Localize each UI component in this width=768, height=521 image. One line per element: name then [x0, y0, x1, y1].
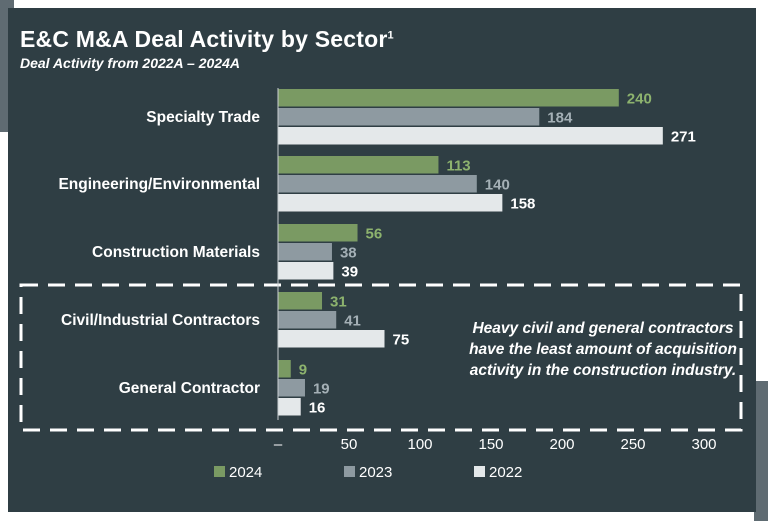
bar-2022-0: [278, 127, 663, 145]
legend-label-2024: 2024: [229, 464, 262, 481]
value-label-2023-2: 38: [340, 245, 357, 262]
value-label-2024-3: 31: [330, 294, 347, 311]
chart-title: E&C M&A Deal Activity by Sector1: [20, 26, 394, 52]
bar-2022-4: [278, 398, 301, 416]
value-label-2024-2: 56: [366, 226, 383, 243]
bar-2023-3: [278, 311, 337, 329]
bar-2022-2: [278, 262, 334, 280]
category-label: Civil/Industrial Contractors: [61, 312, 260, 329]
legend-label-2023: 2023: [359, 464, 392, 481]
x-tick-label: 200: [549, 436, 574, 453]
x-tick-label: 250: [620, 436, 645, 453]
bar-2024-4: [278, 360, 291, 378]
value-label-2022-2: 39: [341, 264, 358, 281]
bar-2023-0: [278, 108, 540, 126]
value-label-2022-0: 271: [671, 129, 696, 146]
highlight-box: [19, 283, 743, 432]
legend-label-2022: 2022: [489, 464, 522, 481]
annotation-callout: Heavy civil and general contractors have…: [469, 320, 737, 379]
title-footnote: 1: [387, 29, 394, 42]
value-label-2022-1: 158: [510, 196, 535, 213]
bar-2024-0: [278, 89, 619, 107]
bar-2022-3: [278, 330, 385, 348]
legend-swatch-2024: [214, 466, 225, 477]
value-label-2024-4: 9: [299, 362, 307, 379]
bar-2024-2: [278, 224, 358, 242]
category-label: General Contractor: [119, 380, 260, 397]
chart-panel: E&C M&A Deal Activity by Sector1 Deal Ac…: [8, 8, 756, 512]
bar-2023-2: [278, 243, 332, 261]
category-label: Specialty Trade: [146, 109, 260, 126]
x-tick-label: 150: [478, 436, 503, 453]
value-label-2024-0: 240: [627, 91, 652, 108]
corner-accent-bottom-right: [754, 381, 768, 521]
value-label-2023-3: 41: [344, 313, 361, 330]
value-label-2022-3: 75: [393, 332, 410, 349]
x-tick-label: 300: [691, 436, 716, 453]
x-tick-label: –: [274, 436, 283, 453]
bar-2022-1: [278, 194, 503, 212]
bar-2023-4: [278, 379, 305, 397]
x-tick-label: 100: [407, 436, 432, 453]
bar-2023-1: [278, 175, 477, 193]
value-label-2023-4: 19: [313, 381, 330, 398]
value-label-2023-0: 184: [547, 110, 573, 127]
x-tick-label: 50: [341, 436, 358, 453]
bar-2024-3: [278, 292, 323, 310]
legend-swatch-2022: [474, 466, 485, 477]
category-label: Engineering/Environmental: [58, 176, 260, 193]
value-label-2023-1: 140: [485, 177, 510, 194]
value-label-2022-4: 16: [309, 400, 326, 417]
value-label-2024-1: 113: [446, 158, 470, 175]
legend-swatch-2023: [344, 466, 355, 477]
bar-2024-1: [278, 156, 439, 174]
category-label: Construction Materials: [92, 244, 260, 261]
chart-subtitle: Deal Activity from 2022A – 2024A: [20, 55, 240, 71]
